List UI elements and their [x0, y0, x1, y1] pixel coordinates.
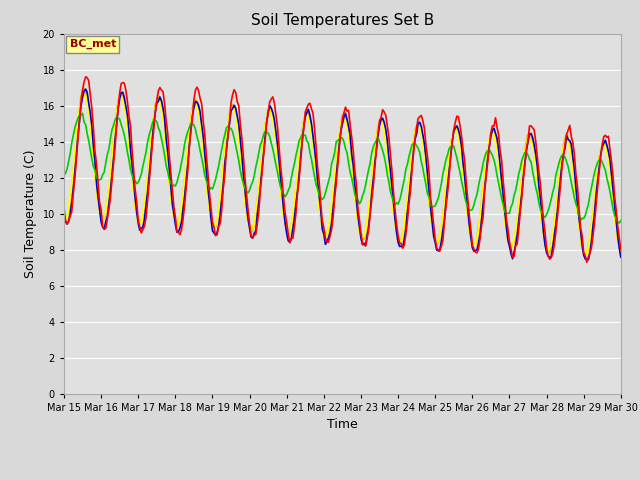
-8cm: [76, 112, 83, 118]
-8cm: [550, 184, 558, 190]
-2cm: [410, 150, 417, 156]
-32cm: [80, 92, 88, 97]
-8cm: [379, 148, 387, 154]
-2cm: [76, 118, 83, 124]
-2cm: [583, 259, 591, 265]
-8cm: [410, 141, 417, 146]
-32cm: [550, 220, 558, 226]
Line: -4cm: -4cm: [64, 89, 621, 260]
-2cm: [617, 247, 625, 252]
-8cm: [617, 218, 625, 224]
-4cm: [82, 86, 90, 92]
-16cm: [550, 223, 558, 228]
-2cm: [550, 242, 558, 248]
-4cm: [379, 115, 387, 121]
-4cm: [60, 214, 68, 220]
Line: -32cm: -32cm: [64, 95, 621, 255]
X-axis label: Time: Time: [327, 418, 358, 431]
-8cm: [79, 110, 86, 116]
-8cm: [165, 176, 173, 181]
-16cm: [581, 251, 589, 257]
Y-axis label: Soil Temperature (C): Soil Temperature (C): [24, 149, 37, 278]
-8cm: [60, 173, 68, 179]
-16cm: [410, 140, 417, 145]
-4cm: [550, 233, 558, 239]
-32cm: [379, 120, 387, 126]
-16cm: [60, 213, 68, 218]
-4cm: [397, 243, 405, 249]
-2cm: [379, 107, 387, 113]
-16cm: [80, 86, 88, 92]
-32cm: [617, 252, 625, 258]
-32cm: [397, 238, 405, 244]
-16cm: [165, 174, 173, 180]
-16cm: [379, 115, 387, 121]
-4cm: [165, 165, 173, 171]
-32cm: [60, 212, 68, 217]
-32cm: [165, 179, 173, 184]
-2cm: [397, 240, 405, 246]
-4cm: [584, 257, 592, 263]
-32cm: [410, 140, 417, 146]
-2cm: [165, 151, 173, 157]
-16cm: [76, 108, 83, 114]
-8cm: [616, 220, 623, 226]
-2cm: [82, 74, 90, 80]
Line: -16cm: -16cm: [64, 89, 621, 254]
Line: -8cm: -8cm: [64, 113, 621, 223]
-4cm: [76, 119, 83, 124]
-8cm: [397, 192, 405, 197]
Line: -2cm: -2cm: [64, 77, 621, 262]
-32cm: [76, 108, 83, 113]
Text: BC_met: BC_met: [70, 39, 116, 49]
Title: Soil Temperatures Set B: Soil Temperatures Set B: [251, 13, 434, 28]
-2cm: [60, 205, 68, 211]
-4cm: [410, 147, 417, 153]
-4cm: [617, 254, 625, 260]
-16cm: [397, 237, 405, 243]
Legend: -2cm, -4cm, -8cm, -16cm, -32cm: -2cm, -4cm, -8cm, -16cm, -32cm: [175, 477, 510, 480]
-16cm: [617, 249, 625, 255]
